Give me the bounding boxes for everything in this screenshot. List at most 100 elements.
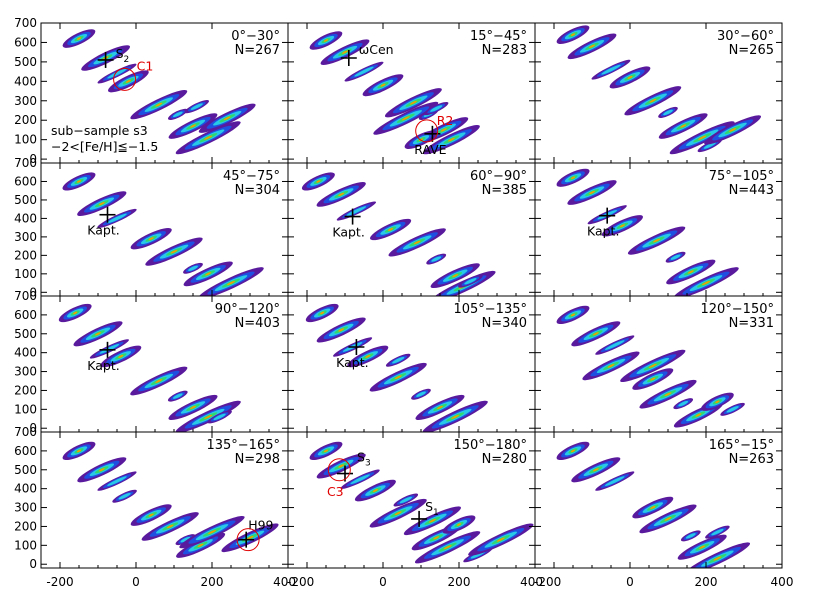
y-tick-label: 600 (14, 35, 37, 49)
contour-blob (729, 128, 737, 132)
contour-blob (650, 377, 656, 381)
marker-label: Kapt. (336, 355, 368, 370)
y-tick-label: 200 (14, 248, 37, 262)
x-tick-label: -200 (287, 575, 314, 589)
y-tick-label: 300 (14, 501, 37, 515)
panel-n-label: N=263 (729, 452, 774, 467)
panel-range-label: 15°−45° (470, 29, 527, 44)
contour-blob (401, 116, 410, 121)
panel-range-label: 0°−30° (231, 29, 280, 44)
contour-blob (496, 537, 505, 542)
x-tick-label: 0 (132, 575, 140, 589)
x-tick-label: 0 (379, 575, 387, 589)
contour-blob (680, 124, 687, 128)
y-tick-label: 0 (29, 285, 37, 299)
y-tick-label: 200 (14, 113, 37, 127)
contour-blob (166, 524, 174, 529)
panel-n-label: N=331 (729, 316, 774, 331)
contour-blob (601, 64, 621, 75)
x-tick-label: -200 (534, 575, 561, 589)
red-circle (327, 458, 351, 482)
contour-blob (685, 533, 696, 539)
contour-blob (394, 375, 402, 380)
panel-range-label: 90°−120° (215, 302, 280, 317)
contour-blob (380, 83, 386, 87)
y-tick-label: 0 (29, 557, 37, 571)
panel-contours (62, 172, 264, 296)
panel-contours (58, 303, 241, 432)
marker-label: S3 (357, 450, 371, 469)
contour-blob (226, 281, 236, 286)
contour-blob (148, 513, 154, 517)
contour-blob (94, 332, 102, 336)
x-tick-label: 400 (520, 575, 543, 589)
y-tick-label: 500 (14, 55, 37, 69)
contour-blob (107, 476, 127, 486)
contour-blob (703, 142, 716, 149)
panel-range-label: 165°−15° (709, 438, 774, 453)
contour-blob (323, 449, 329, 453)
contour-blob (204, 135, 213, 140)
contour-blob (430, 105, 443, 112)
contour-blob (316, 180, 321, 183)
contour-blob (365, 355, 371, 358)
contour-blob (605, 340, 625, 350)
y-tick-label: 400 (14, 74, 37, 88)
contour-blob (440, 128, 447, 132)
contour-blob (204, 414, 213, 419)
circle-label: C3 (327, 484, 344, 499)
contour-blob (464, 278, 477, 285)
contour-blob (125, 79, 131, 83)
panel-contours (309, 441, 534, 564)
contour-blob (76, 449, 82, 453)
contour-blob (715, 400, 720, 404)
panel-n-label: N=403 (235, 316, 280, 331)
contour-blob (76, 180, 82, 183)
y-tick-label: 0 (29, 152, 37, 166)
y-tick-label: 600 (14, 308, 37, 322)
contour-blob (372, 489, 378, 492)
circle-label: C1 (137, 58, 154, 73)
contour-blob (413, 240, 421, 245)
y-tick-label: 600 (14, 444, 37, 458)
y-tick-label: 400 (14, 211, 37, 225)
contour-blob (338, 464, 345, 468)
contour-blob (107, 213, 127, 224)
panel-n-label: N=443 (729, 183, 774, 198)
y-tick-label: 400 (14, 482, 37, 496)
contour-blob (320, 311, 325, 315)
contour-blob (726, 406, 739, 413)
red-circle (415, 119, 439, 143)
contour-blob (197, 543, 204, 547)
panel-contours (62, 441, 279, 558)
contour-blob (619, 224, 625, 228)
contour-blob (118, 355, 124, 358)
contour-blob (205, 272, 212, 276)
panel-contours (309, 31, 480, 155)
y-tick-label: 200 (14, 383, 37, 397)
contour-blob (699, 545, 706, 549)
contour-blob (354, 66, 374, 77)
contour-blob (648, 363, 657, 368)
y-tick-label: 700 (14, 289, 37, 303)
contour-blob (663, 109, 673, 116)
contour-blob (589, 44, 595, 48)
panel-frame (534, 431, 783, 569)
contour-blob (443, 545, 452, 550)
contour-blob (189, 405, 197, 410)
red-circle (236, 528, 260, 552)
contour-blob (409, 100, 417, 105)
y-tick-label: 700 (14, 156, 37, 170)
panel-contours (556, 168, 739, 296)
contour-blob (592, 468, 599, 472)
contour-blob (155, 102, 163, 107)
panel-5: 60°−90°N=385 Kapt. (287, 162, 536, 297)
panel-range-label: 150°−180° (453, 438, 527, 453)
panel-9: 120°−150°N=331 (534, 295, 783, 433)
contour-blob (338, 192, 345, 197)
contour-blob (664, 517, 672, 521)
panel-n-label: N=265 (729, 43, 774, 58)
contour-blob (670, 254, 681, 260)
contour-blob (570, 313, 576, 317)
x-tick-label: 400 (273, 575, 296, 589)
